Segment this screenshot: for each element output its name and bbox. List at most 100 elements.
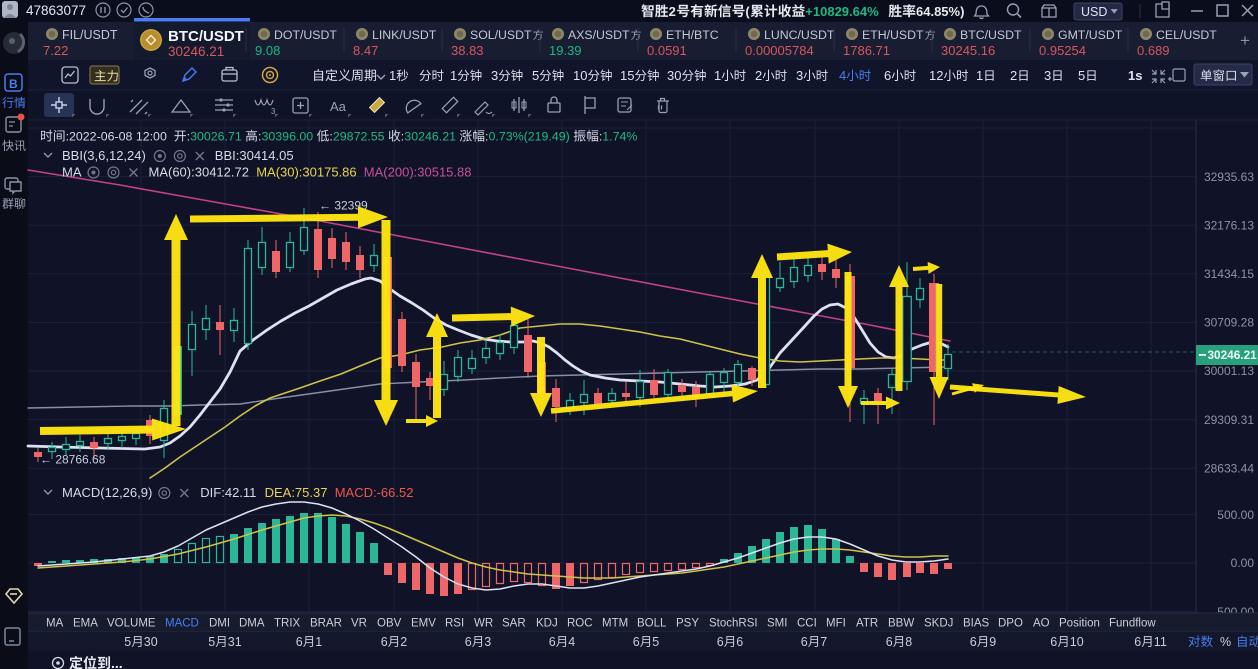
svg-text:MACD(12,26,9): MACD(12,26,9)	[62, 485, 152, 500]
svg-text:4: 4	[568, 635, 575, 649]
svg-text:← 28766.68: ← 28766.68	[40, 453, 106, 467]
svg-text:3: 3	[271, 107, 276, 116]
svg-text:FIL/USDT: FIL/USDT	[62, 28, 118, 42]
svg-text:6: 6	[736, 635, 743, 649]
svg-text:VR: VR	[351, 618, 367, 630]
svg-text:5: 5	[1078, 68, 1085, 83]
svg-text:SAR: SAR	[502, 618, 526, 630]
svg-text:AXS/USDT: AXS/USDT	[568, 28, 630, 42]
svg-text::: :	[66, 130, 69, 144]
svg-text:10: 10	[573, 68, 587, 83]
svg-text:7.22: 7.22	[43, 43, 68, 58]
svg-text:MA: MA	[62, 165, 82, 180]
svg-text:1: 1	[976, 68, 983, 83]
svg-text:MA(60):30412.72: MA(60):30412.72	[149, 165, 249, 180]
svg-text:0.00: 0.00	[1231, 556, 1255, 570]
svg-text:DOT/USDT: DOT/USDT	[274, 28, 337, 42]
svg-text:...: ...	[111, 655, 123, 669]
svg-text:6: 6	[886, 635, 893, 649]
svg-text:29872.55: 29872.55	[333, 130, 385, 144]
svg-text:47863077: 47863077	[26, 3, 86, 18]
svg-text:30245.16: 30245.16	[941, 43, 995, 58]
svg-text:WR: WR	[474, 618, 493, 630]
svg-text:← 32399: ← 32399	[319, 199, 368, 213]
svg-text:6: 6	[296, 635, 303, 649]
svg-text:Fundflow: Fundflow	[1109, 618, 1156, 630]
svg-text:30709.28: 30709.28	[1204, 316, 1254, 330]
svg-text:DPO: DPO	[998, 618, 1023, 630]
svg-text::: :	[401, 130, 404, 144]
svg-text:8: 8	[905, 635, 912, 649]
svg-text:CEL/USDT: CEL/USDT	[1156, 28, 1217, 42]
svg-text:EMA: EMA	[73, 618, 98, 630]
svg-text:6: 6	[381, 635, 388, 649]
svg-text:6: 6	[465, 635, 472, 649]
svg-text:30246.21: 30246.21	[1208, 348, 1258, 362]
svg-text:30: 30	[144, 635, 158, 649]
svg-text:2: 2	[669, 4, 676, 19]
svg-text:29309.31: 29309.31	[1204, 413, 1254, 427]
svg-text:32935.63: 32935.63	[1204, 170, 1254, 184]
svg-text:BOLL: BOLL	[637, 618, 667, 630]
svg-text:30246.21: 30246.21	[168, 44, 224, 59]
svg-text:MA(200):30515.88: MA(200):30515.88	[364, 165, 472, 180]
svg-text:15: 15	[620, 68, 634, 83]
svg-text:5: 5	[652, 635, 659, 649]
svg-text:MFI: MFI	[826, 618, 846, 630]
svg-text:DEA:75.37: DEA:75.37	[265, 485, 328, 500]
svg-text:MACD:-66.52: MACD:-66.52	[335, 485, 414, 500]
svg-text:2: 2	[755, 68, 762, 83]
svg-text:BTC/USDT: BTC/USDT	[960, 28, 1022, 42]
svg-text:2022-06-08 12:00: 2022-06-08 12:00	[69, 130, 167, 144]
svg-text:30396.00: 30396.00	[262, 130, 314, 144]
svg-text:MA(30):30175.86: MA(30):30175.86	[256, 165, 356, 180]
svg-text:0.0591: 0.0591	[647, 43, 687, 58]
svg-text:2: 2	[1010, 68, 1017, 83]
svg-text:5: 5	[208, 635, 215, 649]
svg-text:1786.71: 1786.71	[843, 43, 890, 58]
svg-text:1s: 1s	[1128, 68, 1142, 83]
svg-text:8.47: 8.47	[353, 43, 378, 58]
svg-text:VOLUME: VOLUME	[107, 618, 156, 630]
svg-text:AO: AO	[1033, 618, 1050, 630]
svg-text:19.39: 19.39	[549, 43, 582, 58]
svg-text:6: 6	[1134, 635, 1141, 649]
svg-text::: :	[258, 130, 261, 144]
svg-text:PSY: PSY	[676, 618, 699, 630]
svg-text:DIF:42.11: DIF:42.11	[200, 485, 256, 500]
svg-text:38.83: 38.83	[451, 43, 484, 58]
svg-text:ROC: ROC	[567, 618, 593, 630]
svg-text:1.74%: 1.74%	[602, 130, 637, 144]
svg-text:LINK/USDT: LINK/USDT	[372, 28, 437, 42]
svg-text:MTM: MTM	[602, 618, 628, 630]
svg-text:30: 30	[667, 68, 681, 83]
svg-text:BBI:30414.05: BBI:30414.05	[215, 148, 294, 163]
svg-text:11: 11	[1154, 635, 1167, 649]
svg-text:10: 10	[1070, 635, 1084, 649]
svg-text:+10829.64%: +10829.64%	[805, 4, 879, 19]
svg-text:BBW: BBW	[888, 618, 914, 630]
svg-text:28633.44: 28633.44	[1204, 461, 1254, 475]
svg-text::: :	[599, 130, 602, 144]
svg-text:BIAS: BIAS	[963, 618, 990, 630]
svg-text:SOL/USDT: SOL/USDT	[470, 28, 532, 42]
svg-text:6: 6	[801, 635, 808, 649]
svg-text:GMT/USDT: GMT/USDT	[1058, 28, 1123, 42]
svg-text:12: 12	[929, 68, 943, 83]
svg-text:3: 3	[1044, 68, 1051, 83]
svg-text:BTC/USDT: BTC/USDT	[168, 28, 244, 45]
svg-text:5: 5	[124, 635, 131, 649]
svg-text:MACD: MACD	[165, 618, 199, 630]
svg-text::: :	[187, 130, 190, 144]
svg-text:6: 6	[633, 635, 640, 649]
svg-text:Position: Position	[1059, 618, 1100, 630]
svg-text:6: 6	[717, 635, 724, 649]
svg-text:32176.13: 32176.13	[1204, 218, 1254, 232]
svg-text:0.73%(219.49): 0.73%(219.49)	[489, 130, 570, 144]
svg-text:1: 1	[315, 635, 322, 649]
svg-text:9.08: 9.08	[255, 43, 280, 58]
svg-text:6: 6	[549, 635, 556, 649]
svg-text:3: 3	[491, 68, 498, 83]
svg-text:ETH/BTC: ETH/BTC	[666, 28, 719, 42]
svg-text:64.85%): 64.85%)	[916, 4, 964, 19]
